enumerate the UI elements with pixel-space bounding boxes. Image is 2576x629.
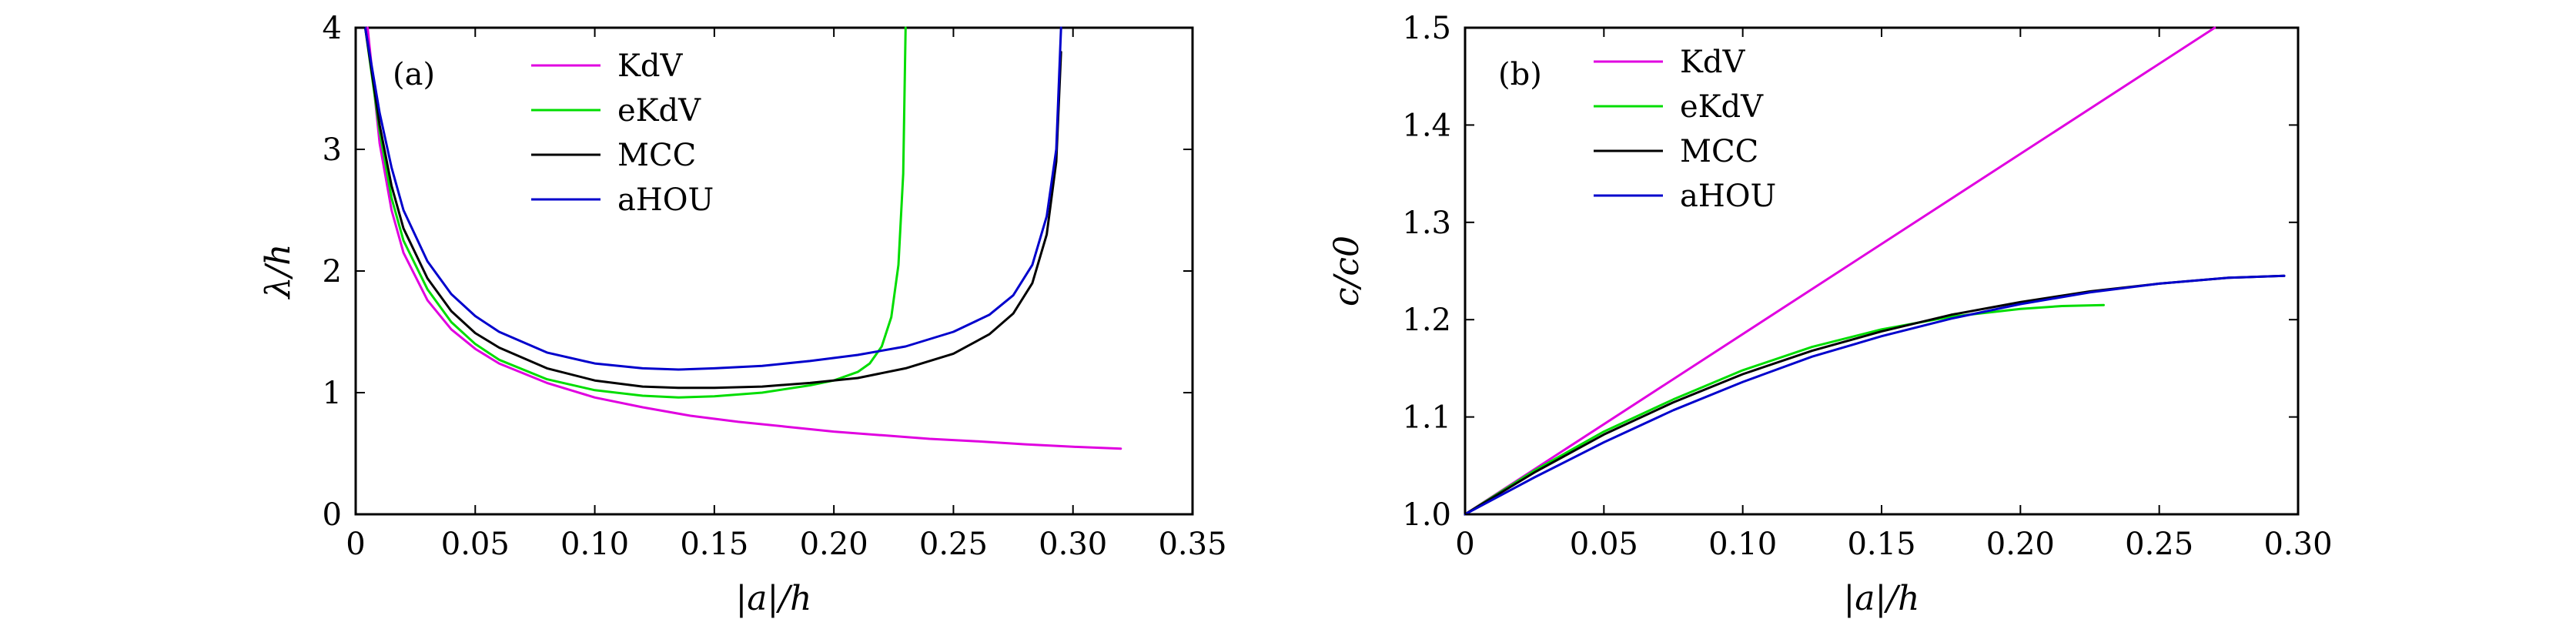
panel-a-y-tick-label: 0	[323, 497, 342, 533]
panel-a-series-ekdv	[363, 26, 907, 399]
panel-a-y-ticks: 0 1 2 3 4	[323, 11, 1193, 533]
panel-b-y-tick-label: 1.5	[1402, 11, 1451, 46]
panel-a-legend-label-ahou: aHOU	[617, 182, 714, 218]
panel-b-x-tick-label: 0.15	[1847, 527, 1915, 562]
panel-a-legend: KdV eKdV MCC aHOU	[531, 49, 714, 218]
panel-b-x-tick-label: 0.20	[1986, 527, 2055, 562]
panel-b-x-tick-label: 0	[1455, 527, 1474, 562]
panel-a-y-axis-label: λ/h	[259, 243, 298, 299]
panel-b-x-tick-label: 0.25	[2125, 527, 2193, 562]
panel-a-legend-label-mcc: MCC	[617, 138, 696, 173]
panel-a-x-tick-label: 0.30	[1039, 527, 1107, 562]
panel-b-x-axis-label: |a|/h	[1843, 579, 1919, 618]
panel-b-y-axis-label: c/c0	[1327, 236, 1367, 306]
panel-a-x-tick-label: 0.10	[560, 527, 629, 562]
panel-b-series-kdv	[1464, 26, 2216, 516]
panel-b-legend-label-ekdv: eKdV	[1680, 89, 1764, 125]
panel-b-series-ekdv	[1464, 303, 2105, 516]
panel-b-x-tick-label: 0.30	[2263, 527, 2332, 562]
panel-a-tag: (a)	[393, 57, 435, 92]
panel-a-x-tick-label: 0.20	[800, 527, 868, 562]
panel-a-y-tick-label: 3	[323, 132, 342, 168]
panel-a-legend-label-ekdv: eKdV	[617, 93, 701, 129]
panel-b-series-ahou	[1464, 274, 2286, 516]
panel-b-y-ticks: 1.0 1.1 1.2 1.3 1.4 1.5	[1402, 11, 2298, 533]
panel-b-x-ticks: 0 0.05 0.10 0.15 0.20 0.25 0.30	[1455, 28, 2333, 562]
panel-a-x-axis-label: |a|/h	[735, 579, 811, 618]
panel-a-x-tick-label: 0.15	[680, 527, 748, 562]
panel-b-series-group	[1464, 26, 2286, 516]
panel-b-y-tick-label: 1.2	[1402, 303, 1451, 338]
panel-b-line-chart: 0 0.05 0.10 0.15 0.20 0.25 0.30 1.01.11.21.31.…	[1327, 11, 2333, 618]
panel-a-y-tick-label: 1	[323, 376, 342, 411]
panel-a-x-tick-label: 0	[346, 527, 365, 562]
panel-a-series-group	[363, 26, 1122, 450]
panel-b-series-mcc	[1464, 274, 2286, 516]
panel-a-x-tick-label: 0.35	[1158, 527, 1226, 562]
panel-a-series-ahou	[363, 26, 1062, 371]
panel-a-y-tick-label: 2	[323, 254, 342, 289]
panel-a-y-tick-label: 4	[323, 11, 342, 46]
panel-a-x-ticks: 0 0.05 0.10 0.15 0.20 0.25 0.30 0.35	[346, 28, 1227, 562]
panel-b-y-tick-label: 1.0	[1402, 497, 1451, 533]
panel-b-legend-label-mcc: MCC	[1680, 134, 1758, 169]
panel-b-y-tick-label: 1.1	[1402, 400, 1451, 436]
panel-a-x-tick-label: 0.05	[441, 527, 510, 562]
panel-a-series-mcc	[363, 26, 1062, 390]
panel-b-legend-label-ahou: aHOU	[1680, 179, 1776, 214]
panel-b-legend: KdV eKdV MCC aHOU	[1594, 45, 1776, 214]
panel-b-tag: (b)	[1498, 57, 1542, 92]
panel-a-legend-label-kdv: KdV	[617, 49, 683, 84]
panel-b-legend-label-kdv: KdV	[1680, 45, 1745, 80]
panel-b-x-tick-label: 0.05	[1570, 527, 1638, 562]
panel-b-y-tick-label: 1.3	[1402, 206, 1451, 241]
panel-a-series-kdv	[366, 26, 1122, 450]
panel-a-plot-frame	[354, 26, 1194, 516]
panel-a-x-tick-label: 0.25	[919, 527, 988, 562]
panel-b-y-tick-label: 1.4	[1402, 108, 1451, 143]
panel-b-x-tick-label: 0.10	[1708, 527, 1777, 562]
